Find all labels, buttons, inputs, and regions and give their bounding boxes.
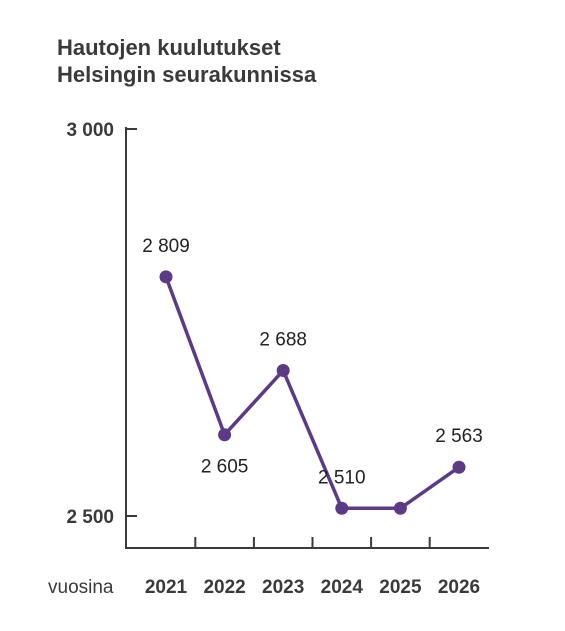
data-point — [159, 270, 173, 284]
x-ticks: 2021 2022 2023 2024 2025 2026 — [145, 537, 480, 598]
chart-title-line-2: Helsingin seurakunnissa — [57, 62, 317, 87]
data-points — [159, 270, 466, 515]
chart-title-line-1: Hautojen kuulutukset — [57, 35, 281, 60]
chart-title: Hautojen kuulutukset Helsingin seurakunn… — [57, 34, 316, 88]
x-tick-label: 2023 — [262, 577, 304, 598]
data-label: 2 688 — [259, 329, 307, 350]
x-tick-label: 2021 — [145, 577, 188, 598]
series-line — [164, 276, 461, 511]
data-label: 2 510 — [318, 467, 366, 488]
x-tick-label: 2024 — [321, 577, 364, 598]
y-tick-label: 3 000 — [66, 120, 114, 141]
x-tick-label: 2025 — [379, 577, 422, 598]
data-label: 2 809 — [142, 236, 190, 257]
data-point — [218, 428, 232, 442]
data-point — [276, 363, 290, 377]
x-tick-label: 2022 — [203, 577, 245, 598]
x-tick-label: 2026 — [438, 577, 480, 598]
data-labels: 2 809 2 605 2 688 2 510 2 563 — [142, 236, 483, 488]
data-label: 2 605 — [201, 457, 249, 478]
y-ticks: 3 000 2 500 — [66, 120, 137, 528]
x-axis-label: vuosina — [48, 577, 114, 598]
data-point — [393, 501, 407, 515]
data-point — [452, 460, 466, 474]
data-point — [335, 501, 349, 515]
y-tick-label: 2 500 — [66, 507, 114, 528]
data-label: 2 563 — [435, 426, 483, 447]
